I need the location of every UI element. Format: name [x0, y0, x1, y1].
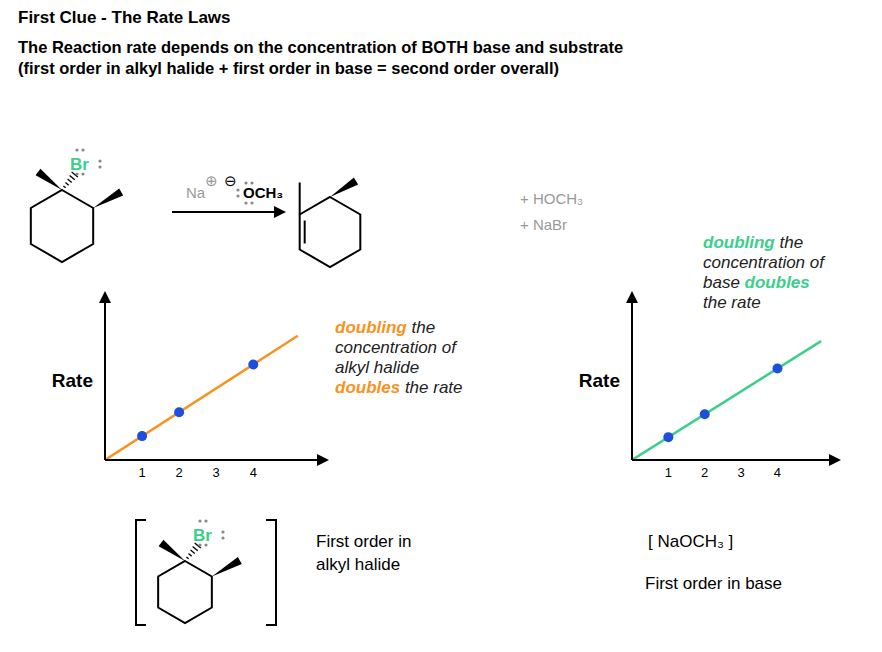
html-text:the rate: the rate	[703, 293, 761, 312]
svg-text:2: 2	[176, 465, 183, 480]
svg-text:Rate: Rate	[52, 370, 93, 391]
html-text:base doubles: base doubles	[703, 273, 810, 292]
svg-text:Br: Br	[193, 526, 212, 545]
html-text:concentration of: concentration of	[703, 253, 824, 272]
svg-text:4: 4	[774, 465, 781, 480]
html-text:First order in base: First order in base	[645, 574, 782, 593]
svg-text:4: 4	[250, 465, 257, 480]
svg-text:+ NaBr: + NaBr	[520, 216, 567, 233]
html-text:(first order in alkyl halide +: (first order in alkyl halide + first ord…	[18, 59, 559, 77]
html-text:First Clue - The Rate Laws: First Clue - The Rate Laws	[18, 8, 231, 27]
html-text:First order in: First order in	[316, 532, 412, 551]
svg-text:⊕: ⊕	[205, 172, 218, 189]
svg-text:3: 3	[213, 465, 220, 480]
svg-text:Na: Na	[186, 184, 206, 201]
html-text:doubling the: doubling the	[703, 233, 804, 252]
svg-text:⊖: ⊖	[224, 172, 237, 189]
html-text:alkyl halide: alkyl halide	[316, 555, 401, 574]
svg-text:1: 1	[665, 465, 672, 480]
html-text:[ NaOCH₃ ]: [ NaOCH₃ ]	[648, 532, 734, 551]
svg-text:2: 2	[701, 465, 708, 480]
svg-text:3: 3	[737, 465, 744, 480]
html-text:The Reaction rate depends on t: The Reaction rate depends on the concent…	[18, 38, 624, 56]
svg-text:Br: Br	[70, 155, 89, 174]
html-text:concentration of: concentration of	[335, 338, 456, 357]
svg-text:1: 1	[138, 465, 145, 480]
html-text:alkyl halide: alkyl halide	[335, 358, 420, 377]
svg-text:+ HOCH₃: + HOCH₃	[520, 190, 583, 207]
svg-text:Rate: Rate	[579, 370, 620, 391]
svg-text:OCH₃: OCH₃	[243, 184, 283, 201]
html-text:doubling the: doubling the	[335, 318, 436, 337]
html-text:doubles the rate: doubles the rate	[335, 378, 463, 397]
